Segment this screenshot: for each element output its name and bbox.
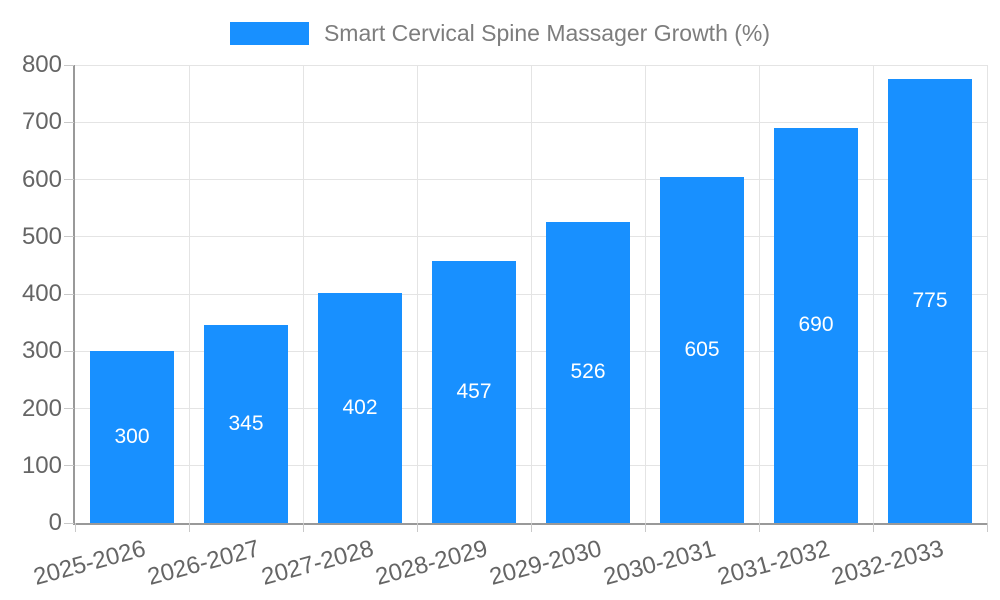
y-tick-label: 100 xyxy=(21,451,62,479)
x-axis-tick xyxy=(758,523,760,532)
bar-2031-2032: 690 xyxy=(774,127,858,523)
y-tick-label: 700 xyxy=(21,108,62,136)
x-axis-tick xyxy=(986,523,988,532)
x-tick-label: 2030-2031 xyxy=(600,535,719,591)
y-tick-label: 500 xyxy=(21,222,62,250)
y-tick-label: 600 xyxy=(21,165,62,193)
y-axis-tick xyxy=(64,350,74,352)
bar-2027-2028: 402 xyxy=(318,292,402,523)
bar-value-label: 690 xyxy=(798,313,834,337)
y-axis-tick xyxy=(64,293,74,295)
bar-value-label: 345 xyxy=(228,412,264,436)
bar-value-label: 457 xyxy=(456,380,492,404)
x-tick-label: 2032-2033 xyxy=(828,535,947,591)
x-axis-tick xyxy=(872,523,874,532)
x-tick-label: 2025-2026 xyxy=(30,535,149,591)
y-axis-tick xyxy=(64,179,74,180)
y-tick-label: 0 xyxy=(48,509,62,536)
legend-label: Smart Cervical Spine Massager Growth (%) xyxy=(323,20,771,46)
gridline-vertical xyxy=(872,65,874,523)
x-axis-tick xyxy=(530,523,532,532)
gridline-vertical xyxy=(986,65,988,523)
x-tick-label: 2031-2032 xyxy=(714,535,833,591)
y-axis-tick xyxy=(64,465,74,467)
x-tick-label: 2026-2027 xyxy=(144,535,263,591)
bar-2026-2027: 345 xyxy=(204,325,288,523)
bar-2032-2033: 775 xyxy=(888,79,972,523)
bar-2029-2030: 526 xyxy=(546,221,630,523)
bar-value-label: 402 xyxy=(342,395,378,419)
bar-value-label: 526 xyxy=(570,360,606,384)
x-tick-label: 2027-2028 xyxy=(258,535,377,591)
gridline-vertical xyxy=(188,65,190,523)
gridline-vertical xyxy=(530,65,532,523)
x-axis-tick xyxy=(644,523,646,532)
x-tick-label: 2028-2029 xyxy=(372,535,491,591)
legend[interactable]: Smart Cervical Spine Massager Growth (%) xyxy=(0,20,1000,47)
x-axis-tick xyxy=(416,523,418,532)
bar-value-label: 775 xyxy=(912,289,948,313)
x-axis-tick xyxy=(188,523,190,532)
x-axis-tick xyxy=(74,523,76,532)
y-axis-tick xyxy=(64,408,74,409)
gridline-vertical xyxy=(302,65,304,523)
gridline-vertical xyxy=(758,65,760,523)
gridline-vertical xyxy=(644,65,646,523)
x-tick-label: 2029-2030 xyxy=(486,535,605,591)
y-tick-label: 300 xyxy=(21,337,62,365)
bar-2030-2031: 605 xyxy=(660,176,744,523)
y-tick-label: 400 xyxy=(21,280,62,307)
x-axis-tick xyxy=(302,523,304,532)
y-axis-tick xyxy=(64,64,74,66)
y-tick-label: 800 xyxy=(21,51,62,78)
bar-value-label: 300 xyxy=(114,425,150,449)
plot-area: 0 100 200 300 400 500 600 700 800 300 345 402 457 526… xyxy=(22,52,988,591)
bar-value-label: 605 xyxy=(684,337,720,361)
y-axis-tick xyxy=(64,522,74,524)
y-axis-tick xyxy=(64,121,74,123)
bar-2025-2026: 300 xyxy=(90,351,174,523)
bar-2028-2029: 457 xyxy=(432,261,516,523)
legend-swatch-icon xyxy=(229,22,309,45)
gridline-vertical xyxy=(416,65,418,523)
y-axis-tick xyxy=(64,236,74,238)
y-tick-label: 200 xyxy=(21,394,62,422)
